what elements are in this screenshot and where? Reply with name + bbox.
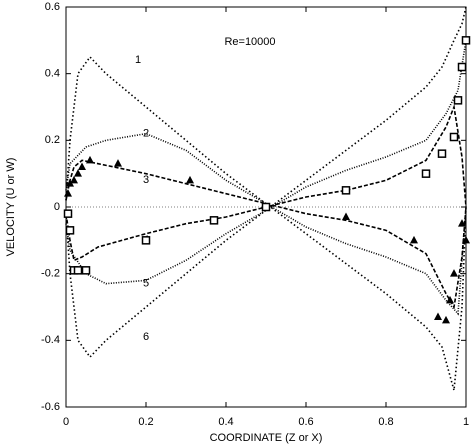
- y-tick-label: 0.4: [45, 68, 60, 80]
- x-tick-label: 0.2: [138, 416, 153, 428]
- triangle-marker: [114, 159, 122, 167]
- triangle-marker: [186, 175, 194, 184]
- y-tick-label: 0.2: [45, 134, 60, 146]
- triangle-marker: [446, 295, 454, 304]
- x-tick-label: 0: [63, 416, 69, 428]
- triangle-marker: [64, 189, 72, 197]
- square-marker: [63, 209, 73, 218]
- curve-label: 1: [135, 54, 141, 66]
- curve-label: 5: [143, 278, 149, 290]
- y-tick-label: -0.4: [41, 334, 60, 346]
- curve-label: 3: [143, 174, 149, 186]
- curve: [65, 104, 467, 262]
- curve: [65, 6, 467, 359]
- square-marker: [457, 62, 467, 72]
- triangle-marker: [410, 235, 418, 244]
- square-marker: [65, 226, 75, 235]
- triangle-marker: [442, 315, 450, 324]
- triangle-marker: [70, 175, 78, 184]
- x-tick-label: 0.6: [298, 416, 313, 428]
- y-tick-label: 0: [54, 201, 60, 213]
- y-tick-label: -0.2: [41, 268, 60, 280]
- x-tick-label: 0.4: [218, 416, 233, 428]
- square-marker: [209, 216, 219, 225]
- triangle-marker: [434, 312, 442, 320]
- curve: [65, 132, 467, 316]
- triangle-marker: [86, 155, 94, 164]
- triangle-marker: [462, 235, 470, 244]
- curve: [65, 159, 467, 310]
- y-tick-label: -0.6: [41, 401, 60, 413]
- x-axis-label: COORDINATE (Z or X): [210, 432, 323, 444]
- curve: [65, 40, 467, 285]
- triangle-marker: [450, 269, 458, 277]
- annotation: Re=10000: [224, 36, 275, 48]
- y-tick-label: 0.6: [45, 1, 60, 13]
- square-marker: [261, 202, 271, 212]
- triangle-marker: [66, 179, 74, 187]
- curve-label: 2: [143, 128, 149, 140]
- square-marker: [437, 149, 447, 158]
- square-marker: [421, 169, 431, 178]
- square-marker: [73, 266, 83, 275]
- y-axis-label: VELOCITY (U or W): [5, 158, 17, 257]
- x-tick-label: 1: [463, 416, 469, 428]
- square-marker: [141, 236, 151, 245]
- triangle-marker: [74, 169, 82, 177]
- curve-label: 6: [143, 331, 149, 343]
- square-marker: [341, 186, 351, 195]
- triangle-marker: [342, 212, 350, 220]
- square-marker: [81, 266, 91, 275]
- square-marker: [453, 96, 463, 105]
- x-tick-label: 0.8: [378, 416, 393, 428]
- curve: [65, 55, 467, 391]
- triangle-marker: [458, 219, 466, 227]
- square-marker: [449, 132, 459, 142]
- square-marker: [461, 36, 471, 45]
- triangle-marker: [78, 162, 86, 170]
